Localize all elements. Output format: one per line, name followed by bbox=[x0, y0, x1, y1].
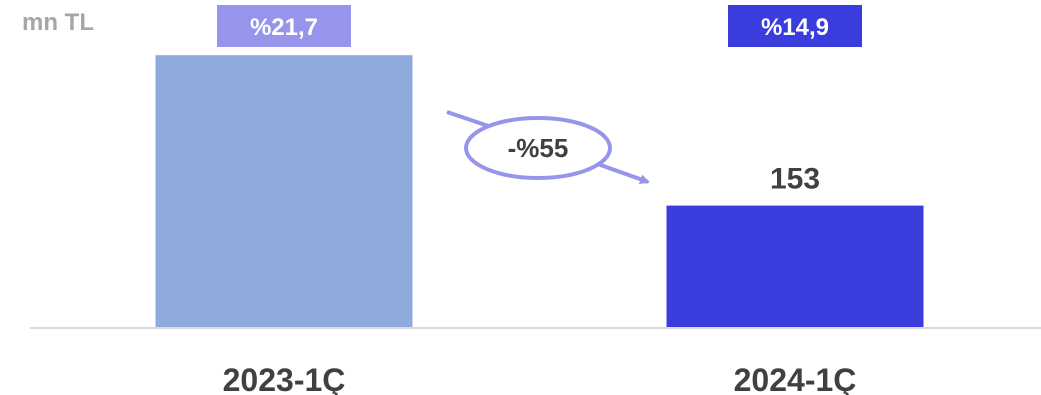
change-label: -%55 bbox=[508, 133, 569, 163]
change-ellipse bbox=[464, 116, 612, 180]
unit-label: mn TL bbox=[22, 9, 94, 36]
ratio-badge-bg-2 bbox=[728, 5, 862, 47]
bar-value-label-2: 153 bbox=[770, 163, 820, 196]
bar-2 bbox=[666, 205, 924, 328]
ratio-badge-1: %21,7 bbox=[217, 5, 351, 47]
ratio-badge-label-1: %21,7 bbox=[250, 14, 318, 41]
ratio-badge-label-2: %14,9 bbox=[761, 14, 829, 41]
ratio-badge-bg-1 bbox=[217, 5, 351, 47]
ratio-badge-2: %14,9 bbox=[728, 5, 862, 47]
x-tick-label-1: 2023-1Ç bbox=[223, 362, 346, 395]
x-tick-label-2: 2024-1Ç bbox=[734, 362, 857, 395]
change-indicator: -%55 bbox=[446, 110, 650, 184]
bar-1 bbox=[155, 55, 413, 328]
